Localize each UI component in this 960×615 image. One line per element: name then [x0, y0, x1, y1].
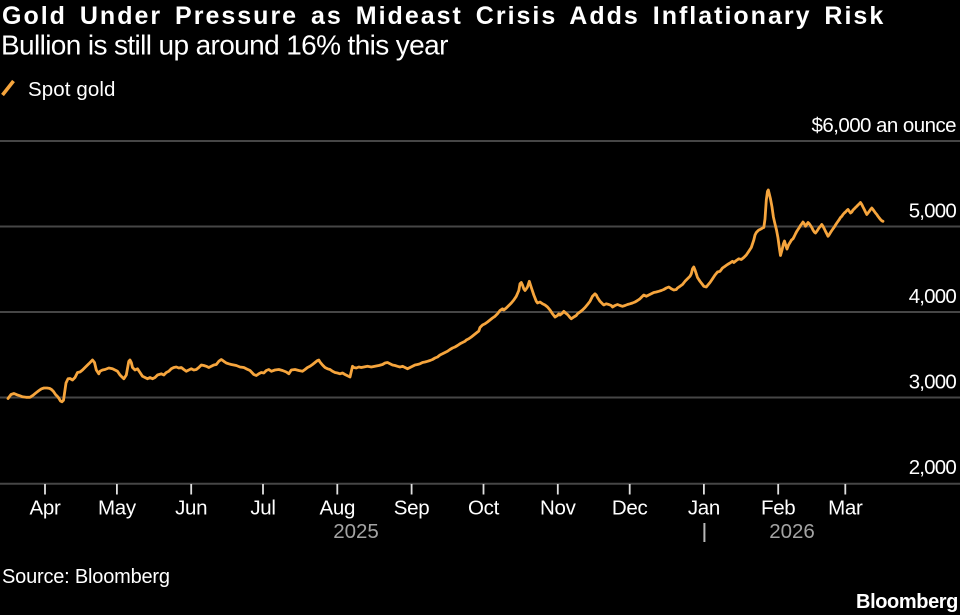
- svg-text:Gold Under Pressure as Mideast: Gold Under Pressure as Mideast Crisis Ad…: [2, 2, 885, 30]
- svg-text:May: May: [98, 497, 137, 520]
- svg-text:Aug: Aug: [320, 497, 356, 520]
- svg-text:Apr: Apr: [29, 497, 60, 520]
- svg-text:Jul: Jul: [250, 497, 275, 520]
- svg-text:Nov: Nov: [540, 497, 577, 520]
- svg-text:Sep: Sep: [394, 497, 430, 520]
- svg-text:2026: 2026: [769, 520, 815, 543]
- svg-text:3,000: 3,000: [909, 371, 957, 394]
- svg-text:Bullion is still up around 16%: Bullion is still up around 16% this year: [1, 30, 448, 61]
- svg-text:$6,000 an ounce: $6,000 an ounce: [812, 114, 957, 137]
- svg-text:Jun: Jun: [175, 497, 207, 520]
- svg-text:Oct: Oct: [468, 497, 500, 520]
- svg-text:Spot gold: Spot gold: [28, 78, 116, 101]
- svg-text:5,000: 5,000: [909, 200, 957, 223]
- svg-text:Mar: Mar: [828, 497, 863, 520]
- svg-text:Dec: Dec: [612, 497, 648, 520]
- svg-text:Source: Bloomberg: Source: Bloomberg: [2, 566, 170, 588]
- svg-text:Feb: Feb: [761, 497, 795, 520]
- svg-text:2,000: 2,000: [909, 456, 957, 479]
- svg-text:Jan: Jan: [688, 497, 720, 520]
- svg-text:2025: 2025: [333, 520, 379, 543]
- svg-text:4,000: 4,000: [909, 285, 957, 308]
- svg-text:Bloomberg: Bloomberg: [856, 591, 958, 613]
